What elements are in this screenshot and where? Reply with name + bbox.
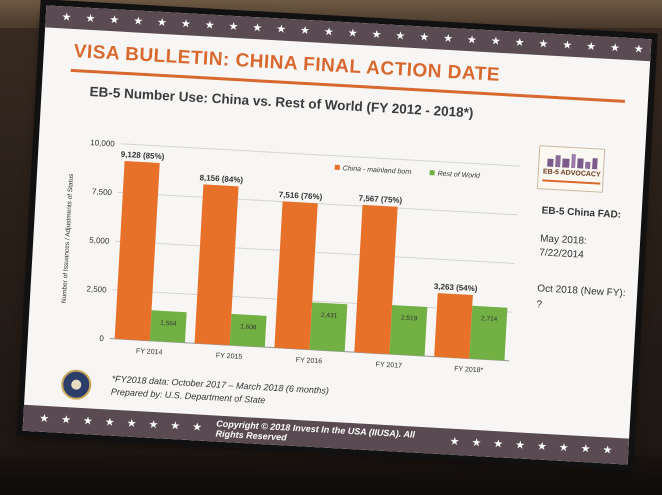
side-note-heading: EB-5 China FAD:	[541, 205, 622, 221]
star-icon: ★	[228, 20, 239, 33]
bar-value-label: 2,519	[401, 315, 418, 323]
star-icon: ★	[156, 16, 168, 29]
star-icon: ★	[471, 436, 482, 449]
star-icon: ★	[493, 437, 504, 451]
star-icon: ★	[558, 441, 570, 454]
bar-china	[354, 204, 398, 355]
star-icon: ★	[275, 22, 287, 36]
bar-rest-of-world	[149, 310, 187, 343]
room-floor	[0, 455, 662, 495]
x-tick-label: FY 2014	[136, 348, 163, 356]
y-tick-label: 0	[99, 334, 104, 343]
legend-label: Rest of World	[437, 171, 481, 180]
legend-label: China - mainland born	[343, 165, 412, 176]
logo-text: EB-5 ADVOCACY	[542, 168, 601, 179]
star-icon: ★	[132, 14, 144, 28]
projection-screen: ★★★★★★★★★★★★★★★★★★★★★★★★★★★★★★ VISA BULL…	[22, 5, 652, 465]
star-icon: ★	[85, 12, 96, 25]
star-icon: ★	[602, 443, 613, 457]
x-tick-label: FY 2016	[296, 357, 323, 365]
legend-swatch	[334, 164, 340, 171]
side-note-oct-value: ?	[536, 299, 543, 311]
y-tick-label: 2,500	[86, 284, 107, 294]
star-icon: ★	[170, 419, 181, 433]
bar-china	[434, 293, 473, 359]
bar-china	[194, 184, 239, 346]
star-icon: ★	[109, 13, 120, 27]
bar-value-label: 2,714	[481, 315, 498, 323]
star-icon: ★	[60, 413, 72, 426]
star-icon: ★	[585, 40, 597, 53]
star-icon: ★	[449, 435, 460, 448]
bar-rest-of-world	[389, 305, 428, 357]
star-icon: ★	[633, 42, 645, 56]
star-icon: ★	[466, 33, 478, 46]
bar-value-label: 3,263 (54%)	[434, 282, 478, 293]
y-axis-label: Number of Issuances / Adjustments of Sta…	[61, 173, 75, 304]
bar-value-label: 1,608	[240, 323, 257, 331]
star-icon: ★	[38, 412, 50, 425]
star-icon: ★	[191, 420, 203, 434]
bar-value-label: 1,564	[160, 320, 177, 328]
bar-china	[274, 201, 318, 350]
gridline	[120, 143, 521, 167]
star-icon: ★	[580, 442, 591, 455]
star-icon: ★	[609, 41, 621, 54]
bar-rest-of-world	[309, 302, 348, 352]
y-tick-label: 10,000	[90, 138, 115, 148]
y-tick-label: 7,500	[92, 187, 113, 197]
star-icon: ★	[148, 418, 159, 431]
x-tick-label: FY 2015	[216, 352, 243, 360]
star-icon: ★	[562, 38, 573, 52]
star-icon: ★	[104, 415, 116, 429]
x-tick-label: FY 2018*	[454, 366, 484, 375]
bar-value-label: 7,516 (76%)	[279, 190, 323, 201]
star-icon: ★	[126, 417, 137, 430]
bar-value-label: 8,156 (84%)	[199, 173, 243, 184]
star-icon: ★	[323, 25, 335, 38]
star-icon: ★	[538, 37, 549, 50]
bar-value-label: 2,431	[321, 312, 338, 320]
star-icon: ★	[418, 30, 430, 44]
bar-rest-of-world	[229, 313, 267, 348]
star-icon: ★	[252, 21, 263, 34]
footer-stars-right: ★ ★ ★ ★ ★ ★ ★ ★	[449, 435, 613, 457]
bar-chart: 0 2,500 5,000 7,500 10,000 Number of Issuance…	[61, 138, 521, 375]
side-note-may-date: 7/22/2014	[539, 247, 585, 261]
x-tick-label: FY 2017	[375, 361, 402, 369]
star-icon: ★	[536, 440, 548, 453]
bar-china	[114, 161, 160, 341]
star-icon: ★	[514, 438, 526, 452]
star-icon: ★	[395, 29, 406, 42]
star-icon: ★	[61, 10, 72, 24]
footer-stars-left: ★ ★ ★ ★ ★ ★ ★ ★	[38, 412, 203, 434]
star-icon: ★	[371, 28, 382, 41]
star-icon: ★	[347, 26, 358, 40]
star-icon: ★	[490, 34, 502, 48]
legend-swatch	[429, 170, 435, 176]
side-note-may-label: May 2018:	[539, 233, 588, 247]
star-icon: ★	[180, 17, 192, 31]
star-icon: ★	[514, 36, 525, 49]
logo-divider	[542, 179, 601, 185]
conference-logo: EB-5 ADVOCACY	[536, 145, 606, 193]
copyright-text: Copyright © 2018 Invest In the USA (IIUS…	[215, 418, 416, 443]
star-icon: ★	[82, 414, 94, 428]
side-note-oct-label: Oct 2018 (New FY):	[537, 283, 626, 300]
state-department-seal-icon	[60, 368, 93, 401]
star-icon: ★	[442, 32, 454, 45]
bar-value-label: 7,567 (75%)	[358, 194, 402, 205]
star-icon: ★	[299, 24, 311, 37]
bar-rest-of-world	[469, 305, 508, 361]
skyline-icon	[547, 153, 598, 170]
y-tick-label: 5,000	[89, 236, 110, 246]
bar-value-label: 9,128 (85%)	[121, 150, 165, 161]
star-icon: ★	[204, 18, 215, 32]
